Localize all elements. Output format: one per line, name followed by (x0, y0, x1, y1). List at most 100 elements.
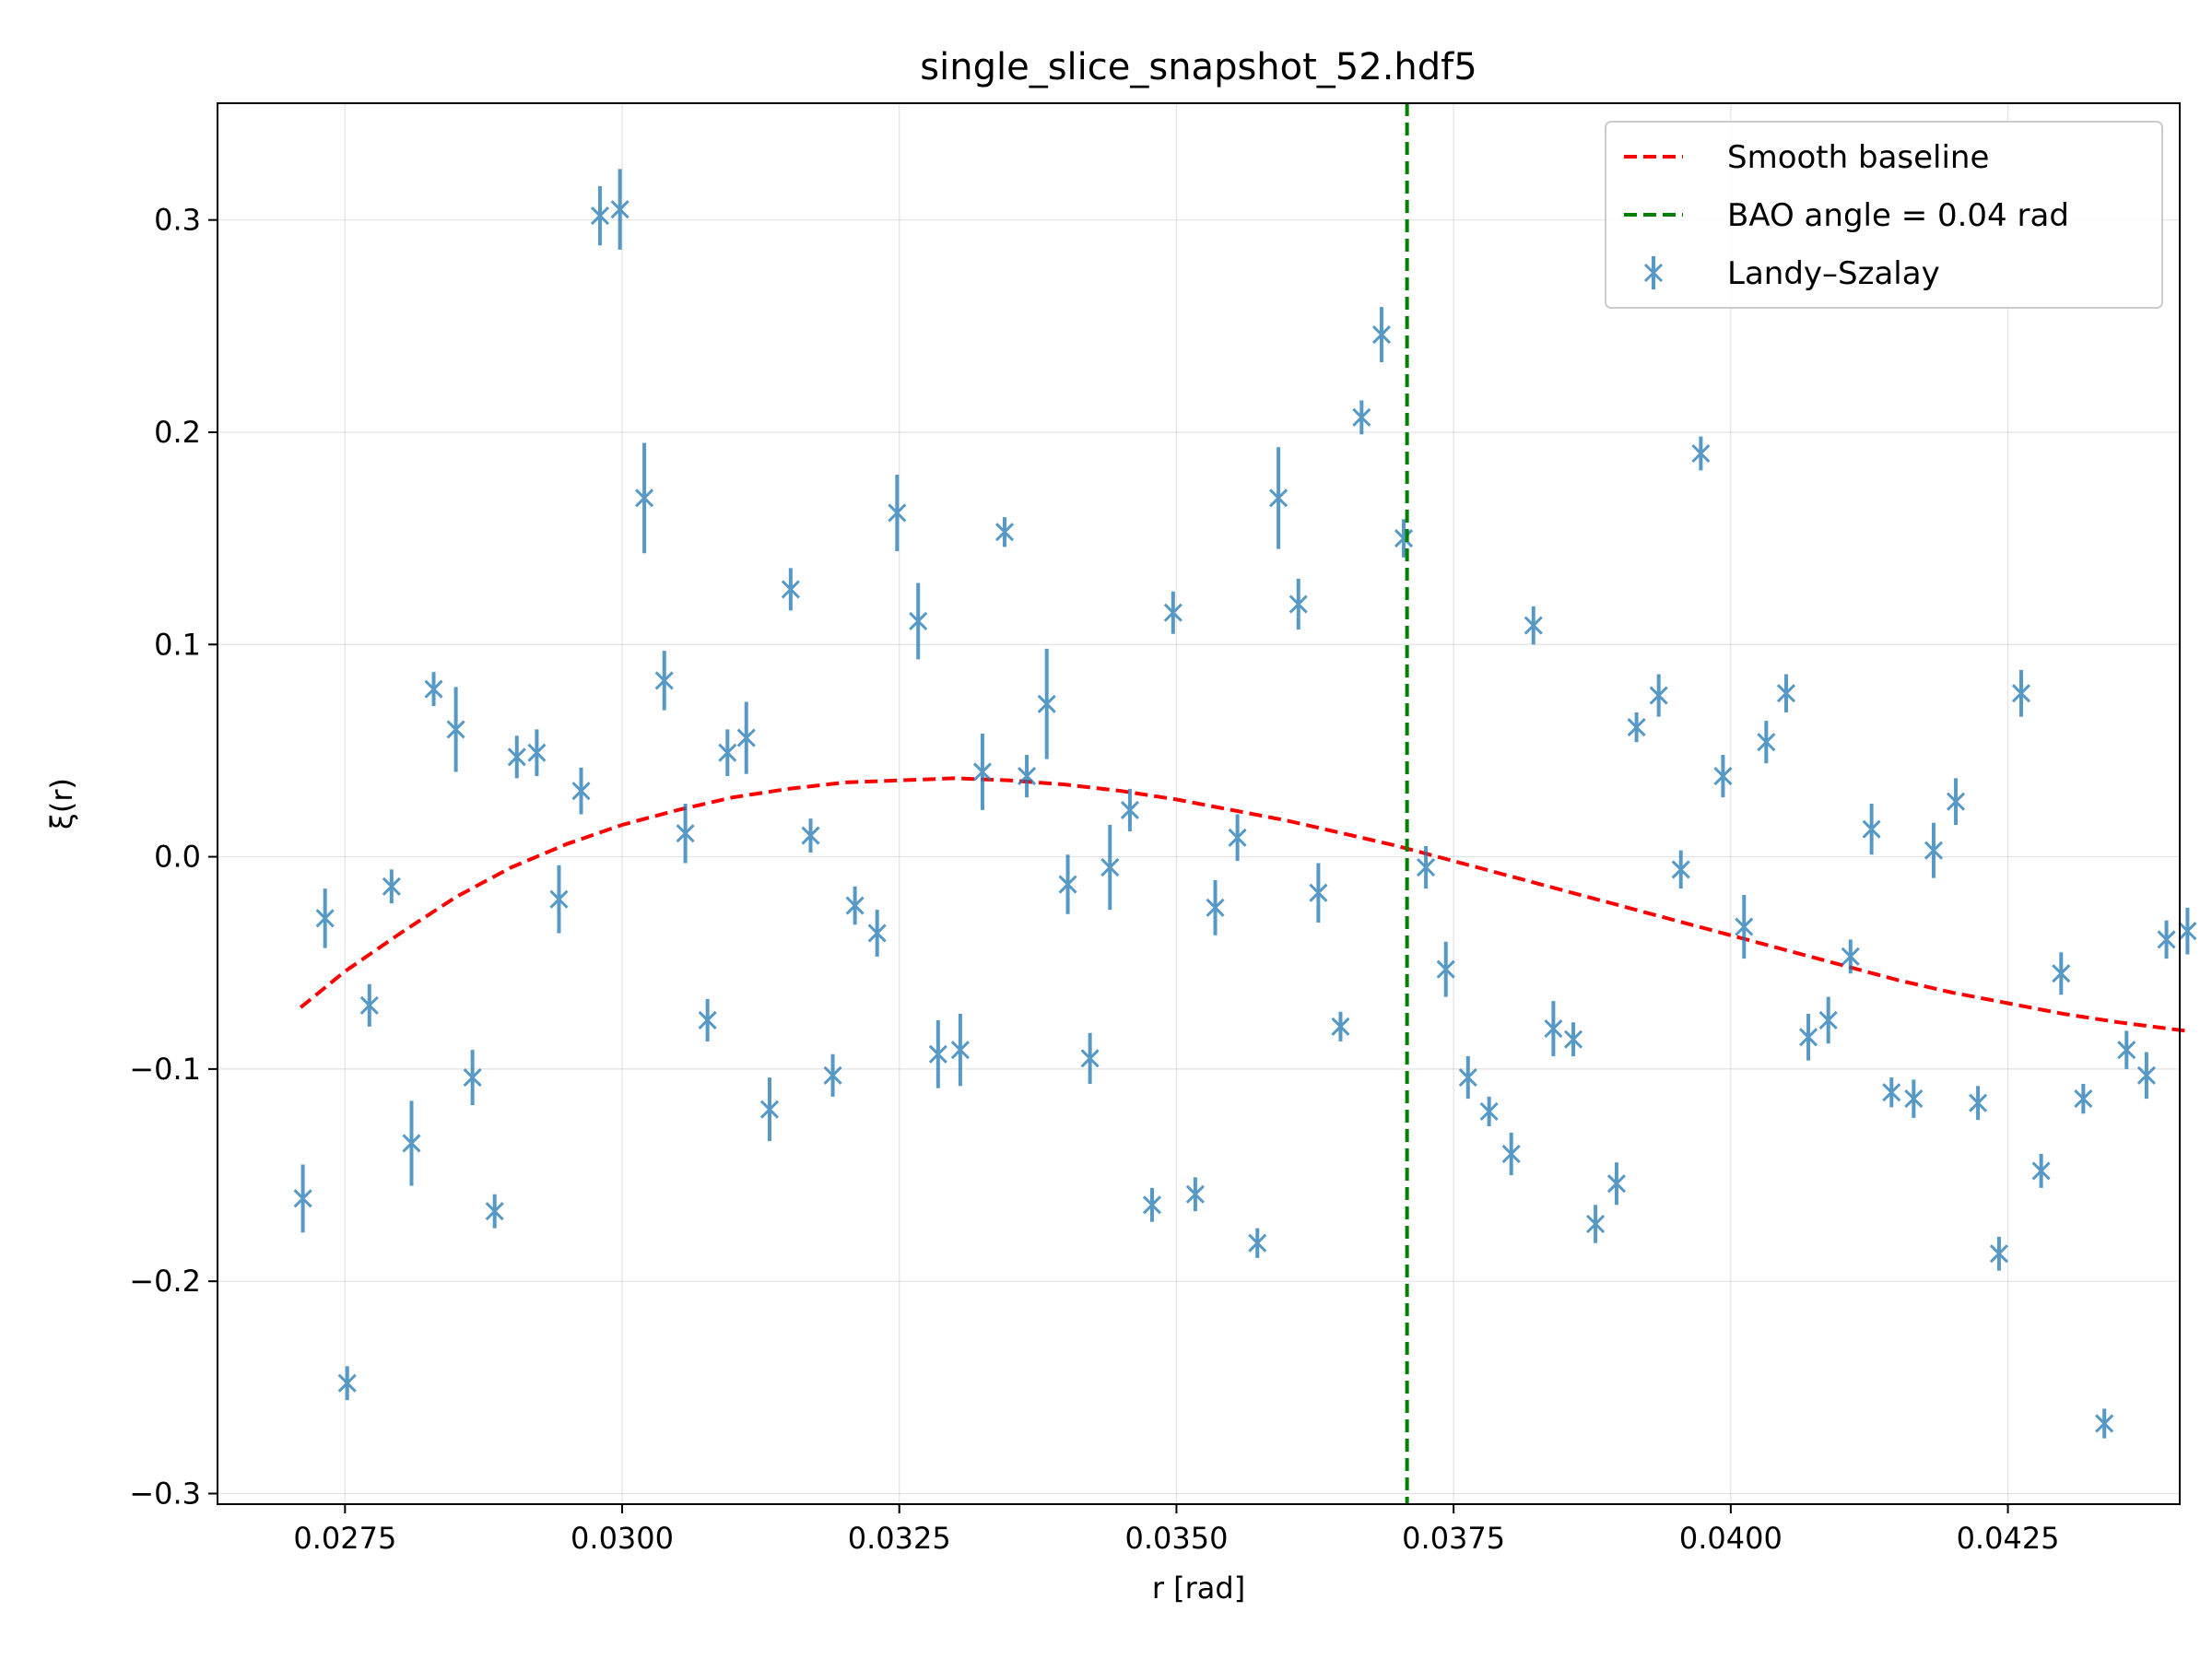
x-marker (2052, 964, 2071, 983)
x-marker (801, 826, 820, 845)
legend-marker-swatch (1643, 256, 1664, 289)
data-point (1691, 436, 1711, 471)
legend: Smooth baseline BAO angle = 0.04 rad Landy… (1605, 121, 2163, 309)
x-marker (1735, 917, 1754, 936)
x-marker (994, 523, 1015, 542)
x-marker (1989, 1244, 2009, 1264)
x-marker (823, 1065, 842, 1085)
data-point (801, 818, 820, 853)
x-marker (424, 679, 443, 699)
data-point (1142, 1187, 1162, 1222)
data-point (337, 1366, 357, 1401)
data-point (1841, 939, 1860, 974)
data-point (1120, 788, 1139, 831)
data-point (2136, 1052, 2156, 1100)
x-marker (928, 1044, 947, 1064)
x-marker (950, 1041, 970, 1060)
data-point (1989, 1236, 2009, 1271)
x-marker (1606, 1174, 1627, 1194)
x-marker (1924, 841, 1944, 860)
y-tick-label: −0.3 (129, 1476, 201, 1511)
smooth-baseline-line (299, 776, 2186, 1033)
x-marker (1524, 616, 1543, 635)
data-point (402, 1100, 421, 1186)
x-marker (2136, 1065, 2156, 1085)
x-tick-label: 0.0350 (1124, 1521, 1228, 1556)
data-point (1037, 648, 1056, 759)
x-marker (1120, 800, 1139, 819)
x-marker (337, 1373, 357, 1393)
x-tick-label: 0.0375 (1402, 1521, 1505, 1556)
data-point (1017, 755, 1037, 798)
x-marker (972, 762, 993, 782)
chart-title: single_slice_snapshot_52.hdf5 (920, 46, 1477, 88)
x-marker (736, 728, 756, 747)
x-tick-label: 0.0275 (293, 1521, 396, 1556)
x-marker (1969, 1093, 1988, 1112)
x-marker (507, 747, 526, 767)
x-marker (1798, 1028, 1818, 1047)
data-point (1969, 1086, 1988, 1121)
data-point (2095, 1408, 2114, 1439)
y-tick-label: 0.3 (154, 203, 201, 238)
x-marker (402, 1134, 421, 1153)
data-point (718, 729, 737, 777)
data-point (382, 869, 401, 904)
data-point (610, 169, 629, 250)
data-point (1904, 1079, 1924, 1118)
data-point (2178, 907, 2197, 955)
data-point (994, 517, 1015, 547)
data-point (928, 1019, 947, 1088)
x-marker (1627, 718, 1646, 737)
data-point (2157, 920, 2176, 959)
x-marker (867, 924, 887, 943)
x-tick-label: 0.0400 (1679, 1521, 1783, 1556)
grid (218, 103, 2180, 1504)
data-point (315, 888, 335, 948)
x-marker (1331, 1017, 1350, 1036)
x-axis-ticks: 0.0275 0.0300 0.0325 0.0350 0.0375 0.0400 0.04… (293, 1504, 2060, 1556)
x-marker (1586, 1214, 1606, 1234)
data-point (1586, 1205, 1606, 1243)
data-point (1288, 578, 1308, 630)
data-point (972, 734, 993, 810)
data-point (1163, 591, 1182, 634)
data-point (1228, 814, 1247, 862)
data-point (1924, 822, 1944, 878)
x-marker (1776, 684, 1796, 703)
x-marker (1713, 767, 1733, 786)
x-marker (1142, 1195, 1162, 1215)
data-point (950, 1014, 970, 1087)
x-marker (718, 743, 737, 762)
x-marker (1371, 324, 1392, 345)
data-point (698, 998, 717, 1041)
data-point (1501, 1132, 1521, 1176)
x-marker (698, 1010, 717, 1030)
x-marker (1080, 1049, 1100, 1068)
x-marker (2117, 1041, 2136, 1060)
x-marker (485, 1202, 504, 1221)
x-marker (676, 824, 695, 843)
y-axis-ticks: −0.3 −0.2 −0.1 0.0 0.1 0.2 0.3 (129, 203, 218, 1511)
data-point (1206, 879, 1225, 935)
data-point (590, 185, 610, 246)
x-marker (1671, 860, 1690, 879)
data-point (1524, 606, 1543, 645)
x-marker (1417, 858, 1436, 877)
legend-items: Smooth baseline BAO angle = 0.04 rad Landy… (1624, 139, 2069, 292)
x-marker (759, 1100, 780, 1119)
x-marker (654, 671, 674, 690)
data-point (359, 983, 379, 1027)
legend-item: Landy–Szalay (1643, 255, 1940, 292)
x-tick-label: 0.0325 (848, 1521, 951, 1556)
x-marker (1288, 594, 1308, 614)
data-point (1818, 996, 1838, 1044)
data-point (654, 651, 674, 711)
x-marker (1228, 828, 1247, 847)
x-marker (845, 896, 865, 915)
data-point (527, 729, 547, 777)
data-point (823, 1053, 842, 1097)
x-marker (1269, 488, 1288, 508)
data-point (1735, 895, 1754, 959)
